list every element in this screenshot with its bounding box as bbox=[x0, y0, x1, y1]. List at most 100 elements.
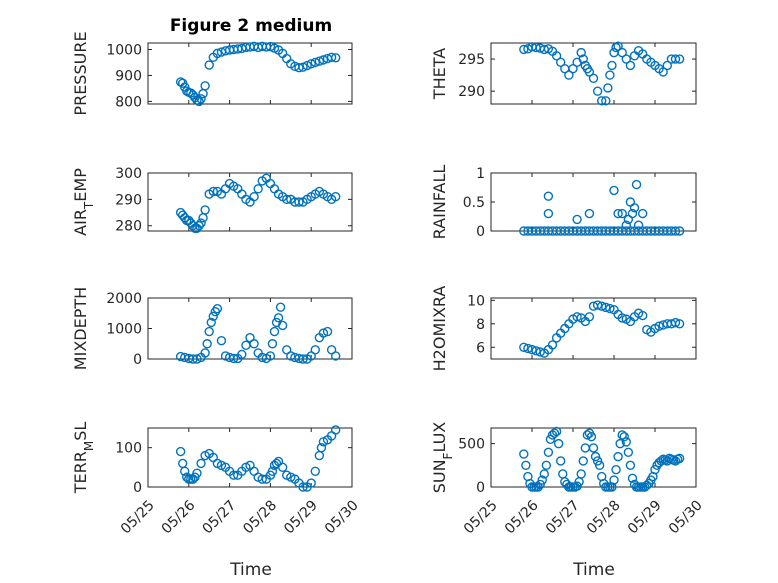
data-point bbox=[551, 51, 562, 61]
panel-theta: 290 295 THETA bbox=[430, 41, 697, 106]
axis-frame bbox=[147, 42, 353, 105]
data-point bbox=[539, 469, 549, 479]
data-point bbox=[310, 345, 320, 355]
data-point bbox=[237, 349, 247, 360]
data-point bbox=[257, 474, 267, 484]
data-point bbox=[553, 438, 564, 449]
data-point bbox=[523, 343, 533, 354]
data-point bbox=[314, 56, 325, 66]
data-point bbox=[551, 426, 562, 437]
data-point bbox=[625, 460, 636, 471]
x-axis-label-left: Time bbox=[229, 560, 272, 580]
y-tick-label: 290 bbox=[458, 84, 485, 100]
data-point bbox=[318, 55, 329, 65]
y-axis-label: MIXDEPTH bbox=[71, 287, 90, 370]
data-point bbox=[249, 339, 259, 349]
data-point bbox=[670, 54, 681, 64]
data-point bbox=[298, 62, 308, 72]
data-point bbox=[330, 351, 341, 361]
data-point bbox=[549, 428, 560, 438]
data-point bbox=[572, 312, 582, 322]
data-point bbox=[208, 186, 218, 197]
data-point bbox=[275, 302, 286, 312]
data-point bbox=[638, 208, 648, 219]
axis-frame bbox=[490, 172, 697, 232]
data-point bbox=[175, 446, 186, 457]
data-point bbox=[298, 482, 308, 492]
data-point bbox=[519, 44, 529, 55]
data-point bbox=[267, 466, 278, 476]
data-point bbox=[588, 73, 599, 84]
data-point bbox=[674, 319, 685, 329]
data-point bbox=[267, 339, 278, 349]
data-point bbox=[629, 203, 640, 213]
data-point bbox=[674, 54, 685, 64]
data-point bbox=[674, 453, 685, 464]
data-point bbox=[200, 348, 210, 358]
data-point bbox=[265, 351, 276, 361]
y-tick-label: 6 bbox=[476, 340, 485, 356]
data-point bbox=[531, 346, 541, 356]
data-point bbox=[584, 67, 595, 77]
data-point bbox=[200, 205, 210, 215]
data-point bbox=[196, 218, 206, 228]
y-tick-label: 295 bbox=[458, 52, 485, 68]
y-axis-label: PRESSURE bbox=[71, 31, 90, 115]
data-point bbox=[613, 208, 623, 219]
data-point bbox=[638, 310, 648, 321]
data-point bbox=[330, 53, 341, 63]
data-point bbox=[633, 220, 644, 230]
data-point bbox=[564, 70, 574, 80]
data-point bbox=[212, 303, 223, 314]
data-point bbox=[572, 214, 582, 225]
data-point bbox=[273, 313, 284, 323]
data-point bbox=[617, 208, 627, 219]
data-point bbox=[200, 81, 210, 91]
figure-title: Figure 2 medium bbox=[170, 16, 332, 36]
data-point bbox=[192, 95, 202, 105]
panel-h2omixra: 6 8 10 H2OMIXRA bbox=[430, 286, 697, 371]
data-point bbox=[650, 464, 660, 475]
data-point bbox=[537, 475, 547, 485]
data-point bbox=[277, 462, 288, 473]
y-tick-label: 300 bbox=[115, 166, 142, 182]
data-point bbox=[621, 437, 631, 447]
data-point bbox=[196, 94, 206, 104]
data-point bbox=[180, 466, 190, 476]
panel-rainfall: 0 0.5 1 RAINFALL bbox=[430, 165, 697, 240]
data-point bbox=[298, 354, 308, 364]
axis-frame bbox=[147, 427, 353, 488]
data-point bbox=[216, 336, 227, 346]
y-tick-label: 8 bbox=[476, 317, 485, 333]
data-point bbox=[584, 208, 595, 219]
y-tick-label: 1000 bbox=[106, 322, 142, 338]
data-point bbox=[208, 311, 218, 321]
data-point bbox=[607, 60, 617, 71]
data-point bbox=[588, 443, 599, 453]
data-point bbox=[265, 41, 276, 52]
y-tick-label: 1 bbox=[476, 166, 485, 182]
data-point bbox=[592, 86, 603, 96]
data-point bbox=[627, 473, 638, 484]
data-point bbox=[590, 451, 601, 462]
y-tick-label: 0 bbox=[133, 352, 142, 368]
data-point bbox=[556, 456, 566, 466]
y-tick-label: 500 bbox=[458, 437, 485, 453]
data-point bbox=[318, 328, 329, 338]
y-axis-label: THETA bbox=[430, 48, 449, 100]
data-point bbox=[662, 60, 672, 71]
data-point bbox=[556, 57, 566, 67]
data-point bbox=[631, 179, 642, 190]
data-point bbox=[212, 48, 223, 59]
data-point bbox=[601, 96, 611, 106]
data-point bbox=[206, 317, 216, 328]
data-point bbox=[627, 208, 638, 219]
data-point bbox=[670, 226, 681, 236]
data-point bbox=[535, 347, 545, 357]
data-point bbox=[611, 464, 621, 475]
data-point bbox=[228, 470, 239, 480]
data-point bbox=[584, 312, 595, 322]
data-point bbox=[294, 197, 304, 207]
data-point bbox=[310, 466, 320, 476]
